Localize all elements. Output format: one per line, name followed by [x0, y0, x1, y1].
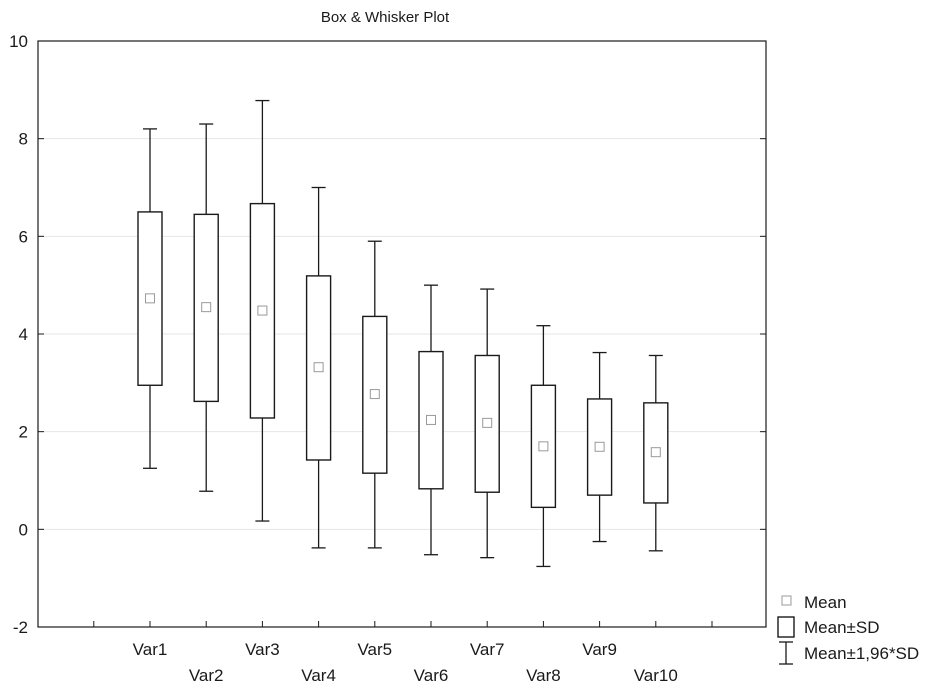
legend-mean-marker — [781, 595, 792, 606]
y-tick-label: -2 — [13, 618, 28, 637]
y-tick-label: 10 — [9, 32, 28, 51]
legend-label-whisker: Mean±1,96*SD — [804, 644, 919, 663]
x-tick-label: Var6 — [414, 666, 449, 685]
mean-marker — [201, 302, 212, 313]
mean-marker — [145, 293, 155, 304]
x-tick-label: Var9 — [582, 640, 617, 659]
mean-marker — [426, 414, 436, 425]
x-tick-label: Var4 — [301, 666, 336, 685]
box-group-var2 — [193, 123, 219, 492]
x-tick-label: Var7 — [470, 640, 505, 659]
mean-marker — [369, 389, 380, 400]
legend-label-sd: Mean±SD — [804, 618, 879, 637]
box-group-var3 — [249, 99, 276, 522]
box-group-var1 — [137, 128, 163, 469]
x-tick-label: Var5 — [357, 640, 392, 659]
legend-box-marker — [777, 616, 795, 638]
mean-marker — [482, 417, 493, 428]
legend: Mean Mean±SD Mean±1,96*SD — [777, 593, 919, 665]
y-tick-label: 4 — [19, 325, 28, 344]
mean-marker — [650, 447, 661, 458]
legend-label-mean: Mean — [804, 593, 847, 612]
boxes — [137, 99, 669, 568]
box-group-var4 — [305, 186, 332, 549]
x-tick-label: Var1 — [133, 640, 168, 659]
mean-marker — [313, 362, 324, 373]
box-group-var7 — [474, 288, 500, 559]
x-tick-label: Var2 — [189, 666, 224, 685]
x-tick-label: Var10 — [634, 666, 678, 685]
x-axis: Var1 Var2 Var3 Var4 Var5 Var6 Var7 Var8 Var9 Var1… — [93, 621, 713, 685]
x-tick-label: Var3 — [245, 640, 280, 659]
box-group-var10 — [643, 354, 669, 552]
y-axis: -2 0 2 4 6 8 10 — [9, 32, 766, 637]
chart-title: Box & Whisker Plot — [321, 9, 450, 26]
mean-marker — [257, 305, 268, 316]
box-group-var9 — [586, 351, 613, 543]
y-tick-label: 6 — [19, 227, 28, 246]
y-tick-label: 0 — [19, 520, 28, 539]
y-tick-label: 8 — [19, 130, 28, 149]
mean-marker — [538, 441, 549, 452]
box-group-var6 — [418, 284, 444, 556]
box-group-var8 — [530, 325, 557, 568]
x-tick-label: Var8 — [526, 666, 561, 685]
y-tick-label: 2 — [19, 423, 28, 442]
mean-marker — [594, 441, 605, 452]
box-group-var5 — [362, 240, 388, 549]
